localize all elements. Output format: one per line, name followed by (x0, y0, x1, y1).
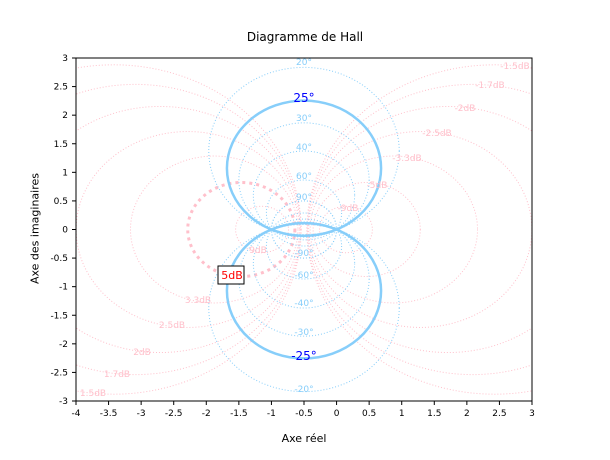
gain-label: 5dB (221, 269, 243, 282)
x-tick-label: 2 (464, 409, 470, 419)
phase-label: 20° (296, 58, 312, 68)
phase-label: -90° (294, 249, 313, 259)
gain-circle-1.7db (76, 83, 302, 376)
phase-label: 40° (296, 143, 312, 153)
y-tick-label: 1 (62, 168, 68, 178)
gain-label: 2dB (133, 348, 151, 358)
x-tick-label: -2.5 (165, 409, 183, 419)
gain-circle-2.5db (76, 131, 300, 328)
phase-label: 60° (296, 172, 312, 182)
x-tick-label: -2 (202, 409, 211, 419)
gain-label: 3.3dB (185, 296, 211, 306)
gain-label: 9dB (249, 246, 267, 256)
phase-label: -60° (294, 271, 313, 281)
x-tick-label: 0 (334, 409, 340, 419)
gain-circle-9db (235, 205, 289, 254)
gain-label: -2dB (455, 104, 476, 114)
gain-circle-2db (76, 105, 301, 354)
gain-circle-5db (186, 180, 297, 279)
phase-label: -30° (294, 328, 313, 338)
x-tick-label: 1.5 (427, 409, 441, 419)
gain-circle-3.3db (129, 155, 299, 304)
y-axis-label: Axe des imaginaires (28, 172, 42, 285)
phase-circle-30deg (238, 122, 370, 238)
x-tick-label: -3.5 (100, 409, 118, 419)
x-tick-label: -1.5 (230, 409, 248, 419)
phase-circle-40deg (252, 150, 356, 241)
gain-circle-1.5db (76, 64, 302, 395)
gain-label: -1.5dB (500, 62, 529, 72)
x-tick-label: 1 (399, 409, 405, 419)
y-tick-label: 1.5 (54, 140, 68, 150)
gain-label: -5dB (367, 181, 388, 191)
y-tick-label: -2.5 (50, 368, 68, 378)
x-tick-label: -1 (267, 409, 276, 419)
y-tick-label: -1.5 (50, 311, 68, 321)
gain-circle--3.3db (309, 155, 479, 304)
gain-label: -1.7dB (475, 81, 504, 91)
gain-circle--1.5db (306, 64, 532, 395)
phase-label: 25° (293, 91, 314, 105)
gain-circle--1.7db (306, 83, 532, 376)
phase-circle--25deg (225, 221, 383, 360)
x-tick-label: -3 (137, 409, 146, 419)
gain-label: -9dB (338, 204, 359, 214)
y-tick-label: -2 (59, 340, 68, 350)
gain-label: 1.7dB (104, 370, 130, 380)
phase-label: 30° (296, 114, 312, 124)
gain-circle--9db (319, 205, 373, 254)
y-tick-label: 0.5 (54, 197, 68, 207)
phase-circle-20deg (208, 66, 400, 236)
gain-label: 1.5dB (80, 389, 106, 399)
x-tick-label: -0.5 (295, 409, 313, 419)
y-tick-label: 2 (62, 111, 68, 121)
phase-circle--60deg (265, 212, 343, 280)
phase-circle--20deg (208, 223, 400, 393)
y-tick-label: -0.5 (50, 254, 68, 264)
phase-label: 90° (296, 193, 312, 203)
phase-label: -40° (294, 299, 313, 309)
x-tick-label: 2.5 (492, 409, 506, 419)
phase-circle-25deg (225, 99, 383, 238)
x-tick-label: -4 (72, 409, 81, 419)
y-tick-label: 2.5 (54, 83, 68, 93)
y-tick-label: -1 (59, 283, 68, 293)
gain-label-box (217, 265, 245, 285)
gain-circle--2db (307, 105, 532, 354)
x-axis-label: Axe réel (281, 432, 327, 445)
y-tick-label: 0 (62, 226, 68, 236)
chart-title: Diagramme de Hall (246, 30, 364, 44)
gain-label: 2.5dB (159, 321, 185, 331)
x-tick-label: 0.5 (362, 409, 376, 419)
y-tick-label: 3 (62, 54, 68, 64)
phase-label: -25° (291, 349, 317, 363)
phase-circle-60deg (265, 179, 343, 247)
gain-label: -2.5dB (422, 129, 451, 139)
x-tick-label: 3 (529, 409, 535, 419)
phase-circle--40deg (252, 218, 356, 309)
y-tick-label: -3 (59, 397, 68, 407)
phase-label: -20° (294, 385, 313, 395)
gain-label: -3.3dB (392, 154, 421, 164)
gain-circle--5db (312, 181, 421, 278)
